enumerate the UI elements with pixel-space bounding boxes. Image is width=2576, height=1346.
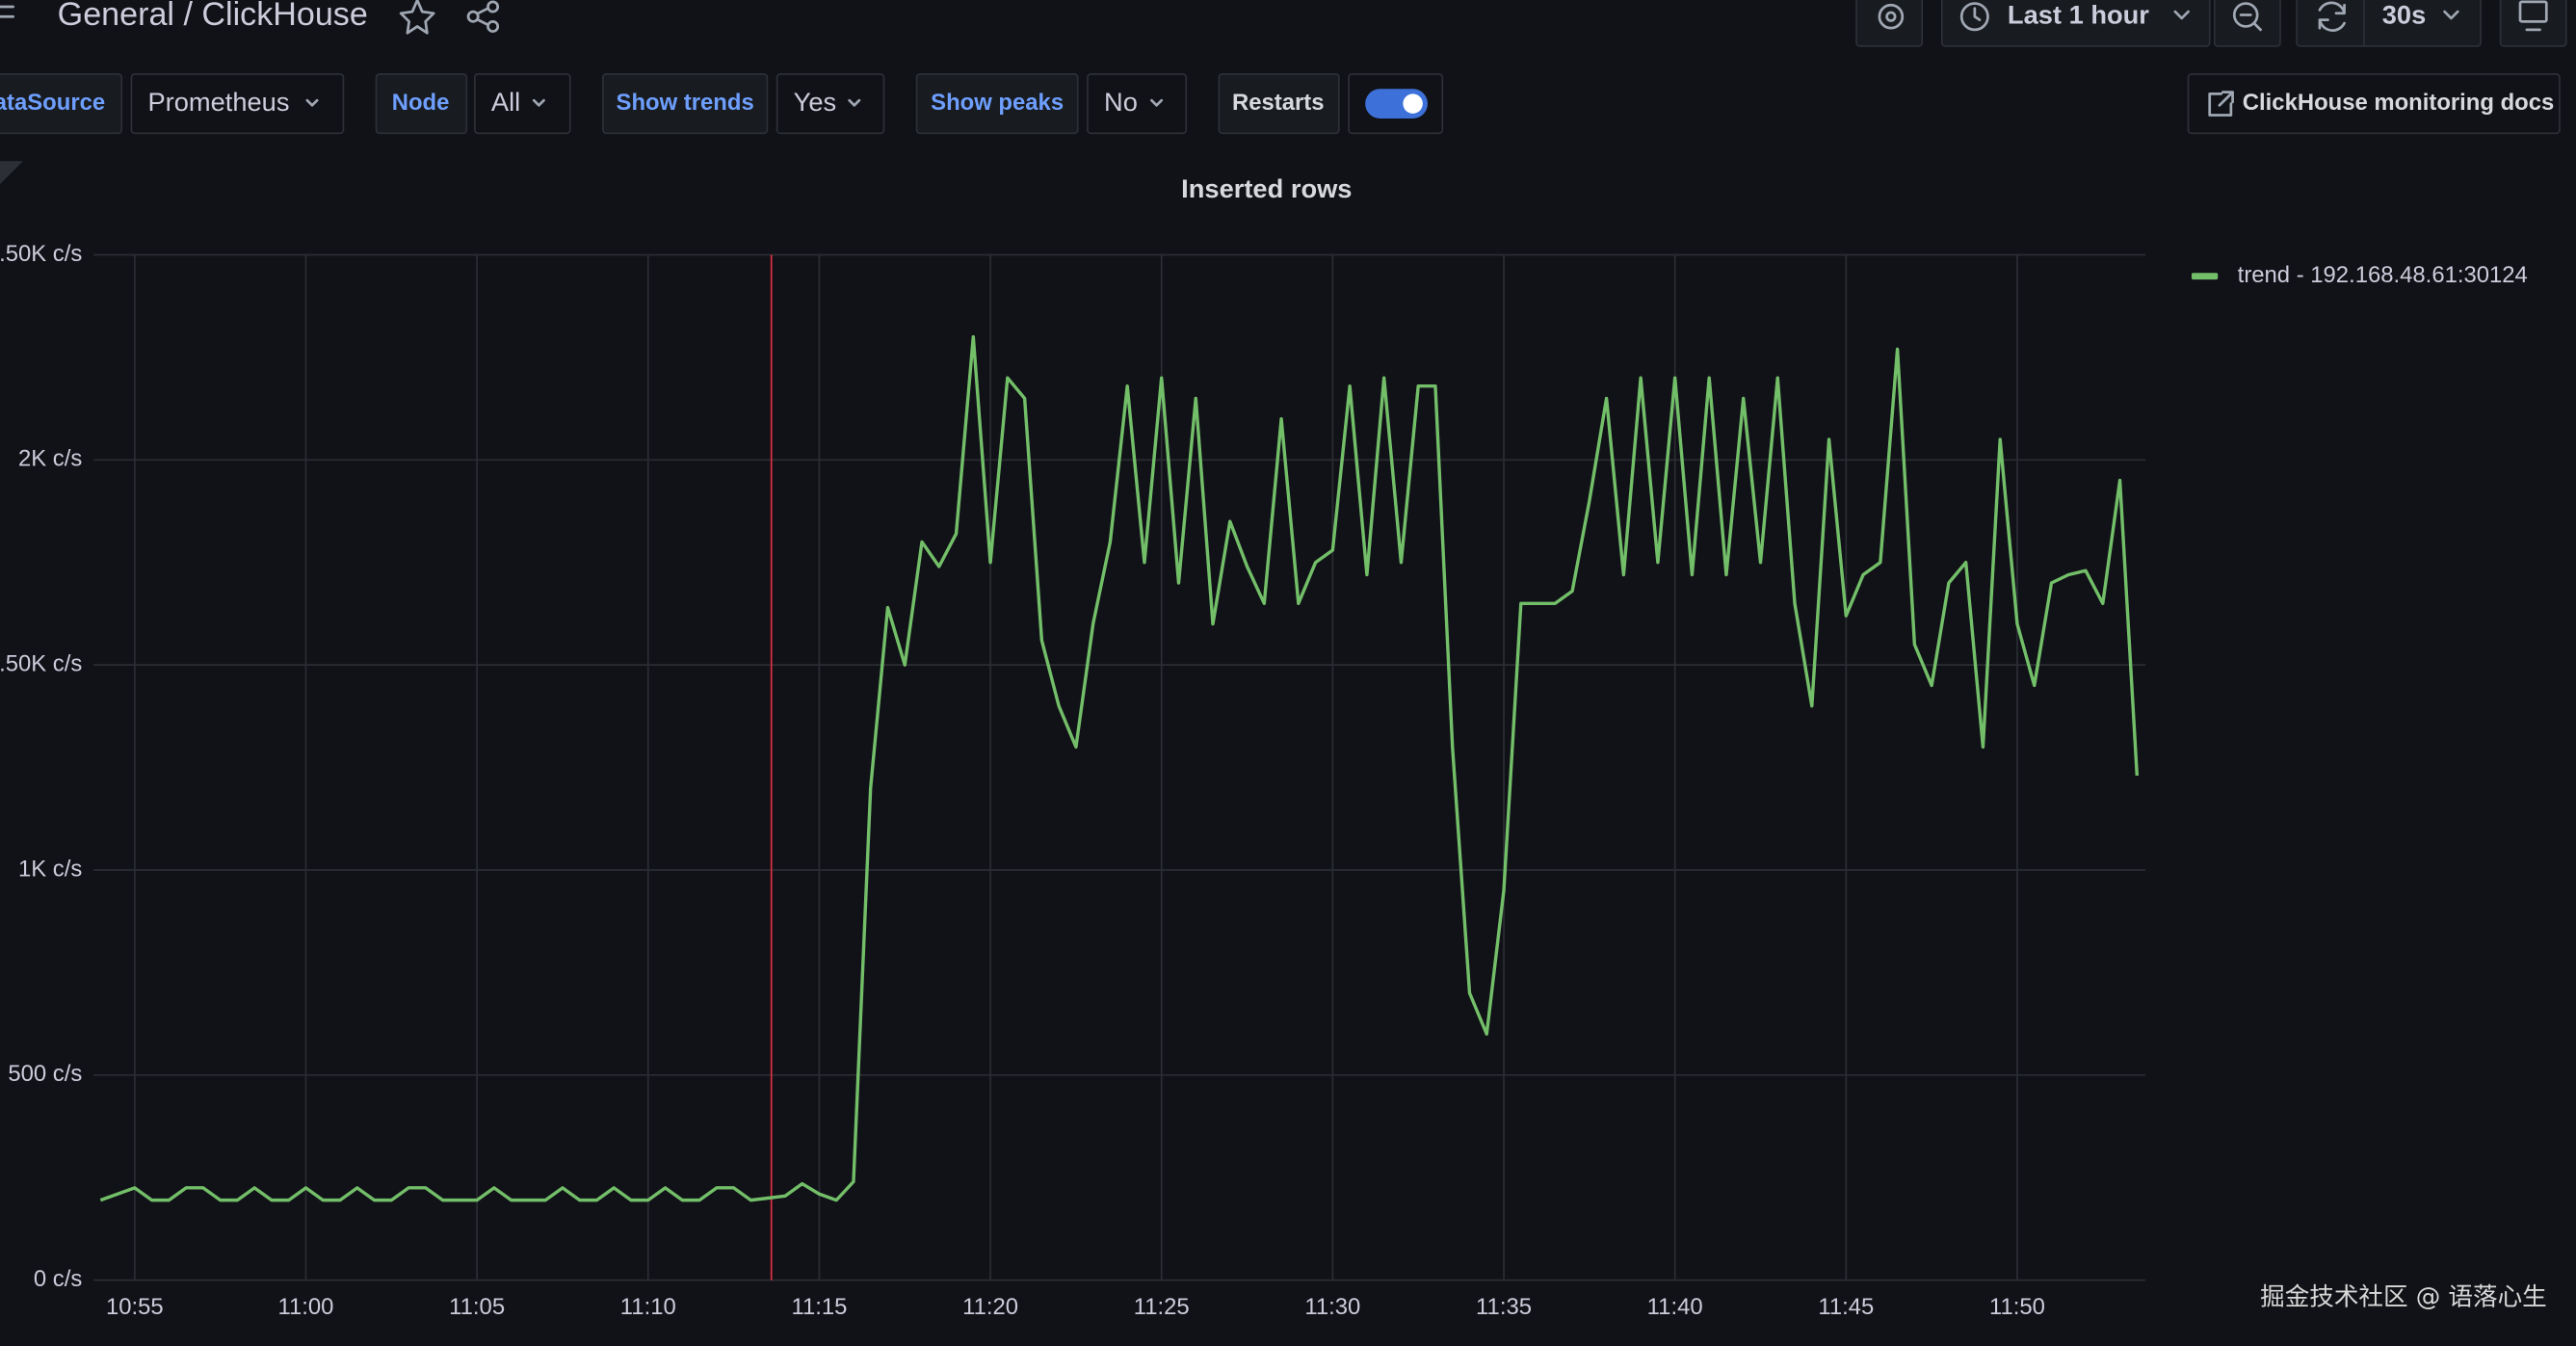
chevron: [305, 98, 319, 107]
variable-label: Show trends: [617, 90, 754, 116]
watermark: 掘金技术社区 @ 语落心生: [2260, 1282, 2547, 1311]
variable-select[interactable]: [1087, 73, 1188, 135]
x-tick-label: 11:35: [1476, 1294, 1532, 1320]
docs-link[interactable]: ClickHouse monitoring docs: [2243, 90, 2554, 116]
share-icon[interactable]: [466, 0, 500, 33]
y-tick-label: 2K c/s: [18, 446, 82, 472]
toggle-label: Restarts: [1232, 90, 1324, 116]
variable-select[interactable]: [130, 73, 345, 135]
chevron: [1150, 98, 1164, 107]
x-tick-label: 11:45: [1818, 1294, 1874, 1320]
menu-icon[interactable]: [0, 5, 15, 18]
variable-label-box: [0, 73, 123, 135]
variable-label: DataSource: [0, 90, 105, 116]
variable-label-box: [375, 73, 468, 135]
time-range: Last 1 hour: [2008, 0, 2149, 29]
x-tick-label: 11:15: [791, 1294, 847, 1320]
variable-value: No: [1104, 87, 1138, 117]
data-line: [99, 334, 2140, 1202]
chevron: [848, 98, 861, 107]
panel-title: Inserted rows: [1181, 173, 1352, 203]
refresh-interval: 30s: [2382, 0, 2427, 29]
x-tick-label: 11:10: [620, 1294, 676, 1320]
variable-label: Node: [392, 90, 450, 116]
variable-value: All: [491, 87, 520, 117]
y-tick-label: 2.50K c/s: [0, 241, 82, 267]
x-tick-label: 10:55: [106, 1294, 164, 1320]
variable-value: Yes: [794, 87, 836, 117]
x-tick-label: 11:00: [278, 1294, 334, 1320]
x-tick-label: 11:30: [1304, 1294, 1360, 1320]
panel-corner: [0, 161, 23, 185]
chevron: [532, 98, 545, 107]
settings-button[interactable]: [1855, 0, 1924, 47]
variable-value: Prometheus: [147, 87, 289, 117]
y-tick-label: 0 c/s: [34, 1266, 82, 1292]
y-tick-label: 500 c/s: [8, 1061, 82, 1087]
plot: 0 c/s 500 c/s 1K c/s 1.50K c/s 2K c/s 2.50K c…: [0, 241, 2528, 1320]
legend-swatch: [2191, 273, 2219, 280]
variable-select[interactable]: [775, 73, 885, 135]
star-icon[interactable]: [399, 0, 435, 35]
variable-label: Show peaks: [931, 90, 1064, 116]
toggle-label-box: [1218, 73, 1340, 135]
variable-label-box: [602, 73, 769, 135]
docs-link-box[interactable]: [2187, 73, 2561, 135]
x-tick-label: 11:40: [1647, 1294, 1703, 1320]
y-tick-label: 1K c/s: [18, 856, 82, 882]
x-tick-label: 11:05: [449, 1294, 505, 1320]
x-tick-label: 11:50: [1989, 1294, 2045, 1320]
x-tick-label: 11:20: [962, 1294, 1018, 1320]
chevron: [2173, 10, 2190, 20]
chevron: [2443, 10, 2459, 20]
monitor-icon: [2518, 0, 2548, 32]
y-tick-label: 1.50K c/s: [0, 650, 82, 676]
x-tick-label: 11:25: [1134, 1294, 1190, 1320]
settings-icon: [1878, 3, 1905, 30]
clock-icon: [1959, 2, 1989, 32]
variable-select[interactable]: [473, 73, 571, 135]
toggle-knob: [1403, 93, 1423, 114]
time-picker[interactable]: [1940, 0, 2211, 47]
zoom-out-button[interactable]: [2213, 0, 2281, 47]
tv-mode-button[interactable]: [2499, 0, 2567, 47]
variable-label-box: [915, 73, 1079, 135]
zoom-out-icon: [2232, 2, 2262, 32]
refresh-icon: [2318, 1, 2346, 32]
external-link-icon: [2208, 91, 2234, 117]
breadcrumb-title[interactable]: General / ClickHouse: [58, 0, 368, 33]
legend-label: trend - 192.168.48.61:30124: [2238, 262, 2528, 288]
